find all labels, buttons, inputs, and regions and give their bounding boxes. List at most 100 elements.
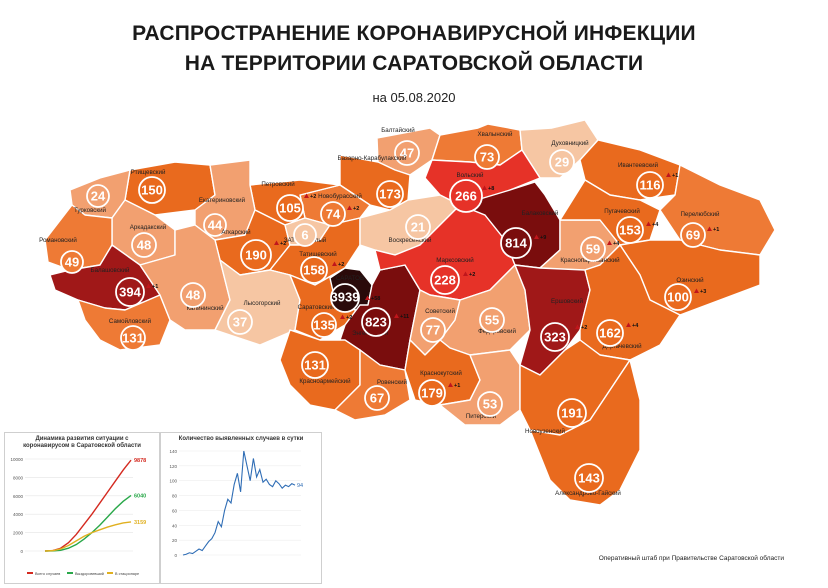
cumulative-chart-panel: Динамика развития ситуации с коронавирус…	[4, 432, 160, 584]
case-count-badge	[580, 236, 606, 262]
case-count: 162	[599, 325, 621, 340]
district-name: Перелюбский	[680, 211, 720, 218]
case-count: 21	[411, 220, 425, 235]
y-tick-label: 120	[169, 464, 177, 469]
series-final-value: 6040	[134, 493, 146, 499]
case-count: 100	[667, 289, 689, 304]
district-area	[139, 224, 231, 331]
increase-arrow-icon	[332, 261, 337, 266]
case-count: 37	[233, 315, 247, 330]
case-count: 191	[561, 405, 583, 420]
case-count: 158	[303, 262, 325, 277]
case-count: 55	[485, 313, 499, 328]
case-count: 814	[505, 235, 527, 250]
case-count: 48	[137, 238, 151, 253]
case-increase: +9	[540, 235, 546, 241]
case-count-badge	[596, 319, 624, 347]
case-count-badge	[227, 309, 253, 335]
cumulative-chart-title: Динамика развития ситуации с коронавирус…	[5, 436, 159, 450]
increase-arrow-icon	[707, 226, 712, 231]
legend-swatch	[107, 572, 113, 574]
district-name: Красноармейский	[299, 378, 351, 385]
district-name: Вольский	[457, 172, 485, 179]
case-count-badge	[636, 171, 664, 199]
y-tick-label: 4000	[13, 512, 24, 517]
case-count-badge	[430, 265, 460, 295]
district-name: Питерский	[466, 413, 497, 420]
case-count-badge	[420, 317, 446, 343]
y-tick-label: 0	[174, 553, 177, 558]
increase-arrow-icon	[347, 205, 352, 210]
district-name: Екатериновский	[199, 197, 246, 204]
district-area	[77, 294, 171, 351]
case-increase: +4	[652, 222, 659, 228]
case-increase: +2	[353, 206, 359, 212]
case-count-badge	[311, 312, 337, 338]
case-increase: +8	[488, 186, 494, 192]
case-count: 3939	[331, 290, 360, 305]
case-count-badge	[276, 194, 304, 222]
case-count: 394	[119, 284, 141, 299]
district-name: Советский	[425, 308, 455, 315]
case-count-badge	[574, 463, 604, 493]
increase-arrow-icon	[626, 322, 631, 327]
case-count-badge	[479, 307, 505, 333]
case-count: 116	[640, 177, 661, 192]
daily-chart-panel: Количество выявленных случаев в сутки 0 2…	[160, 432, 322, 584]
case-increase: +11	[400, 314, 409, 320]
increase-arrow-icon	[394, 313, 399, 318]
district-name: Духовницкий	[551, 140, 589, 147]
district-name: Романовский	[39, 237, 77, 244]
daily-series-line	[182, 450, 296, 556]
case-count: 77	[426, 323, 440, 338]
increase-arrow-icon	[575, 324, 580, 329]
case-increase: +4	[632, 323, 639, 329]
district-name: Балашовский	[91, 267, 130, 274]
case-count-badge	[477, 391, 503, 417]
case-count-badge	[449, 179, 483, 213]
increase-arrow-icon	[146, 283, 151, 288]
case-count: 266	[455, 188, 477, 203]
case-increase: +2	[469, 272, 475, 278]
case-count-badge	[376, 180, 404, 208]
case-increase: +1	[713, 227, 719, 233]
case-count: 48	[186, 288, 200, 303]
case-count-badge	[86, 184, 110, 208]
case-count: 49	[65, 255, 79, 270]
case-count-badge	[120, 325, 146, 351]
district-name: Самойловский	[109, 318, 152, 325]
case-count: 59	[586, 242, 600, 257]
increase-arrow-icon	[448, 382, 453, 387]
case-count: 47	[400, 146, 414, 161]
source-footer: Оперативный штаб при Правительстве Сарат…	[598, 555, 784, 562]
case-increase: +2	[338, 262, 344, 268]
case-count-badge	[664, 283, 692, 311]
case-count-badge	[540, 322, 570, 352]
case-count: 323	[544, 329, 566, 344]
case-count-badge	[320, 201, 346, 227]
y-tick-label: 8000	[13, 475, 24, 480]
case-count: 24	[91, 189, 106, 204]
district-name: Саратовский	[298, 304, 335, 311]
district-name: Воскресенский	[389, 237, 432, 244]
district-name: Ртищевский	[131, 169, 166, 176]
district-name: Аткарский	[221, 229, 251, 236]
case-count-badge	[131, 232, 157, 258]
case-count-badge	[361, 307, 391, 337]
case-count: 150	[141, 182, 163, 197]
district-name: Пугачевский	[604, 208, 640, 215]
increase-arrow-icon	[482, 185, 487, 190]
district-name: Новобурасский	[318, 193, 362, 200]
case-count: 105	[279, 200, 301, 215]
case-count: 44	[208, 218, 223, 233]
series-line	[44, 521, 132, 552]
y-tick-label: 6000	[13, 494, 24, 499]
increase-arrow-icon	[534, 234, 539, 239]
series-line	[44, 494, 132, 552]
daily-chart-title: Количество выявленных случаев в сутки	[178, 436, 304, 442]
case-count-badge	[364, 385, 390, 411]
district-name: Озинский	[676, 277, 704, 284]
district-name: Балаковский	[522, 210, 559, 217]
increase-arrow-icon	[365, 295, 370, 300]
